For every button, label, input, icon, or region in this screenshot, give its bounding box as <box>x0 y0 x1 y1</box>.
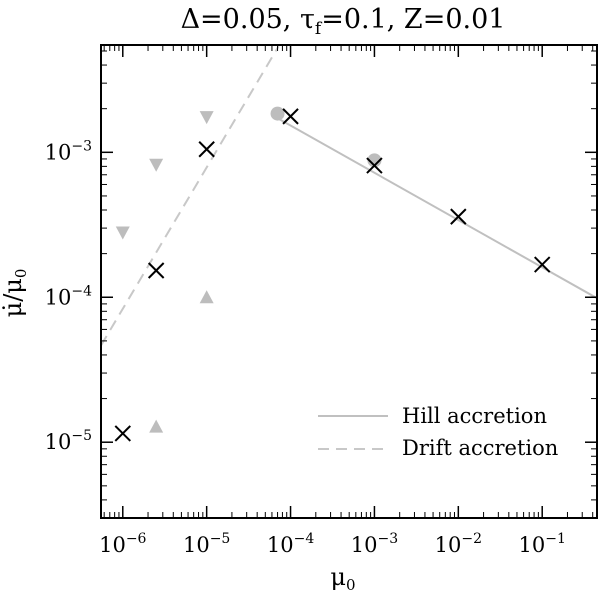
x-axis-label: μ0 <box>330 563 355 594</box>
circle-marker <box>367 153 382 168</box>
legend-label-hill: Hill accretion <box>402 404 547 428</box>
x-tick-label: 10−1 <box>519 531 566 557</box>
circle-marker <box>270 106 285 121</box>
x-marker <box>147 262 165 279</box>
drift-accretion-line <box>101 45 280 347</box>
x-marker <box>114 425 131 442</box>
x-tick-label: 10−2 <box>435 531 482 557</box>
x-marker <box>366 157 383 174</box>
triangle-down-marker <box>149 158 164 172</box>
y-axis-label: μ̇/μ0 <box>0 269 30 318</box>
x-tick-label: 10−6 <box>99 531 146 557</box>
triangle-up-marker <box>149 419 164 433</box>
x-tick-label: 10−5 <box>183 531 230 557</box>
triangle-down-marker <box>115 226 130 240</box>
y-tick-label: 10−3 <box>45 138 92 164</box>
legend-label-drift: Drift accretion <box>402 436 558 460</box>
x-marker <box>282 108 299 125</box>
x-axis-ticks: 10−6 10−5 10−4 10−3 10−2 10−1 <box>99 45 594 557</box>
triangle-down-marker <box>199 111 214 125</box>
triangle-up-marker <box>199 290 214 304</box>
hill-accretion-line <box>277 117 597 300</box>
x-marker <box>198 141 215 158</box>
x-tick-label: 10−4 <box>267 531 314 557</box>
legend: Hill accretion Drift accretion <box>318 404 558 460</box>
chart-title: Δ=0.05, τf=0.1, Z=0.01 <box>181 4 506 39</box>
plot-area <box>101 45 597 442</box>
y-tick-label: 10−4 <box>45 283 92 309</box>
x-marker <box>450 208 467 225</box>
y-axis-ticks: 10−5 10−4 10−3 <box>45 50 597 501</box>
x-marker <box>533 256 551 273</box>
x-tick-label: 10−3 <box>351 531 398 557</box>
y-tick-label: 10−5 <box>45 428 92 454</box>
plot-frame <box>100 44 598 519</box>
